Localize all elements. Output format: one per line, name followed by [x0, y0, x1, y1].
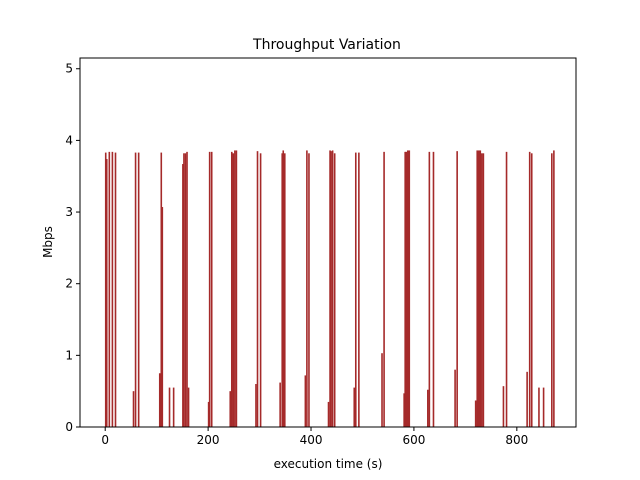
y-tick-label: 5 [65, 62, 73, 76]
bar [406, 150, 409, 427]
bars-group [104, 150, 555, 428]
bar [168, 387, 171, 427]
bar [161, 207, 164, 427]
bar [538, 387, 540, 427]
bar [474, 400, 477, 427]
bar [104, 152, 107, 427]
bar [282, 150, 285, 427]
bar [505, 151, 508, 428]
bar [327, 401, 330, 427]
bar [132, 391, 135, 427]
bar [482, 153, 485, 428]
bar [108, 151, 111, 428]
y-tick-label: 1 [65, 348, 73, 362]
bar [158, 373, 161, 427]
bar [454, 369, 456, 427]
bar [553, 150, 555, 427]
bar [259, 153, 262, 428]
bar [114, 152, 117, 427]
bar [229, 391, 232, 427]
bar [329, 150, 331, 427]
y-tick-label: 2 [65, 277, 73, 291]
bar [331, 150, 334, 427]
bar [330, 151, 332, 427]
bar [526, 371, 528, 427]
bar [333, 153, 336, 428]
bar [234, 150, 236, 427]
x-tick-label: 400 [300, 433, 323, 447]
bar [230, 151, 233, 428]
bar [172, 387, 175, 427]
bar [479, 150, 482, 427]
bar [160, 152, 163, 427]
bar [134, 152, 137, 427]
x-axis-label: execution time (s) [274, 457, 383, 471]
bar [208, 151, 211, 428]
bar [353, 387, 356, 427]
bar [306, 150, 308, 427]
bar [184, 153, 187, 428]
bar [255, 384, 257, 427]
bar [477, 150, 480, 427]
bar [551, 153, 553, 428]
chart-title: Throughput Variation [252, 37, 401, 53]
bar [232, 153, 235, 428]
y-tick-label: 3 [65, 205, 73, 219]
bar [210, 151, 213, 428]
bar [354, 152, 357, 427]
bar [408, 150, 411, 427]
bar [105, 159, 108, 427]
bar [427, 389, 429, 427]
y-axis-ticks: 0 1 2 3 4 5 [65, 62, 80, 434]
bar [530, 153, 533, 428]
bar [428, 151, 431, 428]
bar [358, 152, 360, 427]
x-tick-label: 200 [197, 433, 220, 447]
bar [432, 151, 435, 428]
bar [528, 151, 531, 428]
y-tick-label: 0 [65, 420, 73, 434]
bar [381, 353, 383, 427]
bar [281, 153, 284, 428]
bar [186, 151, 188, 428]
x-tick-label: 800 [505, 433, 528, 447]
bar [304, 375, 307, 427]
bar [308, 153, 310, 428]
y-axis-label: Mbps [41, 226, 55, 258]
bar [207, 401, 210, 427]
bar [456, 151, 458, 427]
bar [183, 153, 185, 428]
x-tick-label: 0 [101, 433, 109, 447]
y-tick-label: 4 [65, 133, 73, 147]
bar [235, 150, 238, 427]
bar [481, 153, 483, 428]
bar [542, 387, 545, 427]
bar [279, 382, 281, 427]
plot-frame [79, 57, 577, 428]
bar [404, 151, 406, 428]
bar [502, 386, 505, 427]
x-axis-ticks: 0 200 400 600 800 [101, 427, 528, 447]
bar [405, 151, 408, 428]
bar [187, 387, 190, 427]
bar [137, 152, 140, 427]
bar [283, 153, 286, 428]
x-tick-label: 600 [402, 433, 425, 447]
bar [403, 393, 405, 427]
bar [383, 151, 385, 428]
bar [111, 151, 114, 428]
bar [256, 151, 259, 427]
bar [182, 164, 184, 428]
bar [476, 150, 479, 427]
